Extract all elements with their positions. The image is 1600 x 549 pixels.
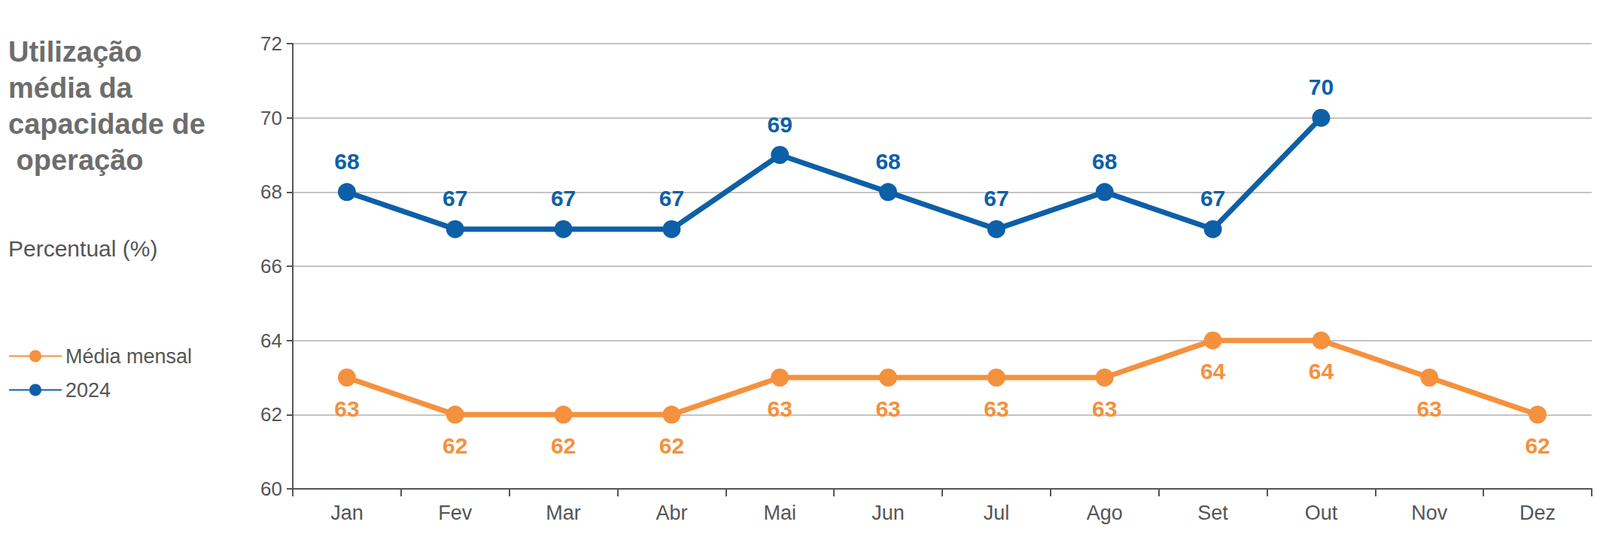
svg-text:capacidade de: capacidade de — [8, 108, 206, 140]
svg-text:68: 68 — [1092, 149, 1117, 174]
svg-text:63: 63 — [334, 396, 359, 422]
svg-text:62: 62 — [1524, 433, 1550, 459]
svg-text:66: 66 — [260, 255, 283, 278]
svg-text:Utilização: Utilização — [8, 36, 150, 68]
svg-text:Jul: Jul — [983, 501, 1010, 525]
svg-text:67: 67 — [550, 185, 576, 211]
svg-text:69: 69 — [767, 112, 793, 137]
svg-text:68: 68 — [260, 180, 283, 204]
svg-text:63: 63 — [1092, 396, 1117, 422]
svg-text:2024: 2024 — [65, 379, 111, 402]
svg-text:62: 62 — [659, 433, 685, 459]
svg-text:68: 68 — [875, 149, 901, 174]
svg-text:Set: Set — [1197, 501, 1229, 525]
svg-text:68: 68 — [334, 149, 359, 174]
svg-text:67: 67 — [983, 185, 1009, 211]
svg-text:Jan: Jan — [330, 501, 364, 525]
svg-text:Mar: Mar — [545, 501, 581, 525]
svg-text:70: 70 — [1308, 74, 1334, 100]
svg-text:60: 60 — [260, 477, 283, 501]
svg-text:67: 67 — [442, 185, 468, 211]
svg-text:67: 67 — [659, 185, 685, 211]
svg-text:Dez: Dez — [1519, 501, 1556, 525]
svg-text:Abr: Abr — [655, 501, 688, 525]
svg-text:62: 62 — [442, 433, 468, 459]
svg-text:média da: média da — [8, 72, 140, 104]
svg-text:64: 64 — [1308, 358, 1335, 384]
svg-text:67: 67 — [1200, 185, 1226, 211]
svg-text:operação: operação — [8, 144, 144, 177]
svg-text:63: 63 — [767, 396, 793, 422]
svg-text:Percentual (%): Percentual (%) — [8, 236, 158, 262]
svg-text:64: 64 — [1200, 358, 1226, 384]
svg-text:Out: Out — [1304, 501, 1339, 525]
svg-text:62: 62 — [550, 433, 576, 459]
svg-text:Nov: Nov — [1411, 501, 1448, 525]
svg-text:63: 63 — [875, 396, 901, 422]
svg-text:Fev: Fev — [438, 501, 473, 525]
svg-text:62: 62 — [260, 403, 283, 426]
svg-text:Mai: Mai — [763, 501, 797, 525]
svg-text:63: 63 — [1417, 396, 1442, 422]
svg-text:64: 64 — [260, 329, 283, 353]
svg-text:Ago: Ago — [1086, 501, 1123, 525]
svg-text:63: 63 — [983, 396, 1009, 422]
svg-text:70: 70 — [260, 106, 283, 130]
svg-text:Jun: Jun — [871, 501, 905, 525]
svg-text:72: 72 — [260, 32, 283, 55]
svg-text:Média mensal: Média mensal — [65, 345, 192, 369]
